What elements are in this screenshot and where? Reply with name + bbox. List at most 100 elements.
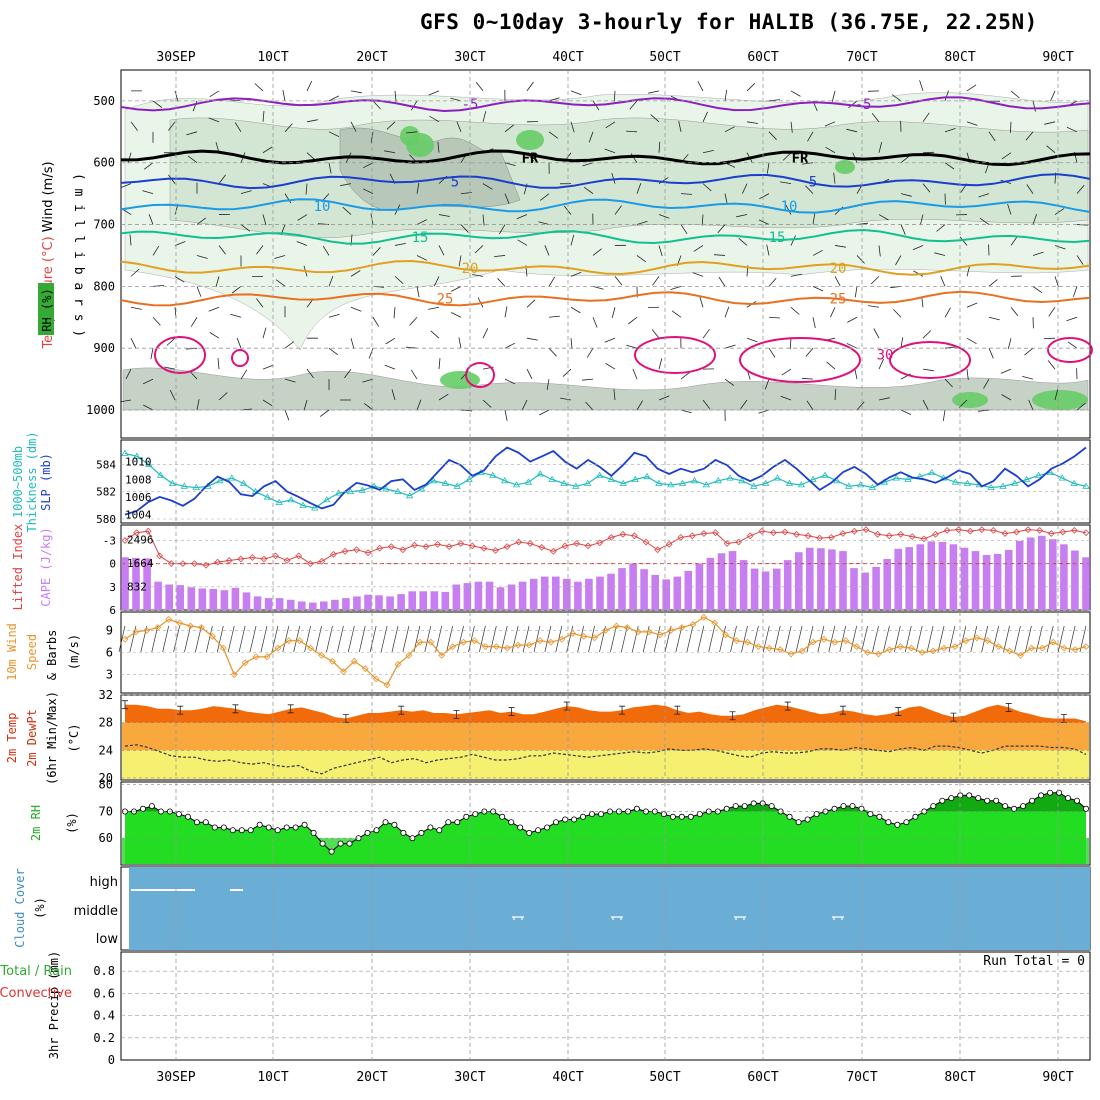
rh-point: [984, 797, 991, 804]
wind-barb: [152, 245, 160, 256]
cape-bar: [1060, 544, 1068, 610]
wind-barb: [736, 214, 748, 218]
rh-point: [373, 827, 380, 834]
wind-barb-10m: [151, 625, 159, 653]
ylabel-cape: CAPE (J/kg): [39, 527, 53, 606]
wind-barb: [658, 177, 669, 184]
wind-barb-10m: [533, 625, 541, 653]
wind-barb-10m: [1014, 625, 1021, 653]
wind-barb: [746, 337, 758, 343]
rh-point: [418, 829, 425, 836]
wind-barb: [372, 100, 381, 110]
wind-barb: [922, 399, 929, 410]
wind-barb: [274, 255, 286, 259]
cape-bar: [408, 591, 416, 610]
wind-barb-10m: [741, 625, 748, 653]
wind-barb: [628, 316, 638, 325]
wind-barb: [120, 183, 132, 188]
wind-barb: [504, 124, 514, 133]
wind-barb: [1054, 245, 1066, 250]
rh-point: [786, 813, 793, 820]
thickness-point: [417, 485, 426, 492]
wind10m-point: [514, 641, 522, 649]
wind-barb: [1054, 276, 1059, 287]
wind-barb: [724, 193, 728, 205]
rh-point: [1038, 792, 1045, 799]
wind-barb-10m: [1025, 625, 1032, 653]
thickness-point: [346, 487, 355, 495]
wind-barb: [759, 193, 770, 200]
wind-barb: [474, 245, 484, 254]
wind-barb: [871, 113, 880, 123]
temp-ylabel-group: 2m Temp: [5, 713, 19, 764]
wind10m-point: [569, 630, 577, 637]
ylabel-cloud: Cloud Cover: [13, 868, 27, 947]
rh-point: [472, 811, 479, 818]
wind-barb: [130, 338, 137, 349]
wind-barb: [805, 185, 814, 194]
wind-barb: [306, 80, 313, 92]
thickness-point: [382, 485, 390, 492]
isotherm-label: 30: [877, 347, 894, 363]
cape-bar: [253, 596, 262, 610]
li-point: [318, 557, 326, 565]
wind-barb: [944, 307, 951, 318]
rh-point: [1083, 805, 1090, 812]
cape-bar: [286, 599, 295, 610]
thickness-point: [429, 477, 438, 484]
thickness-point: [809, 475, 817, 482]
cape-bar: [585, 578, 593, 610]
cape-bar: [1038, 535, 1046, 610]
li-point: [330, 551, 337, 558]
li-point: [827, 534, 835, 541]
rh-point: [175, 811, 182, 818]
isotherm-label: 25: [830, 292, 847, 308]
wind-barb: [231, 286, 242, 294]
wind-barb: [966, 302, 978, 308]
wind10m-point: [536, 637, 544, 645]
y-tick-label-pressure: 900: [93, 341, 115, 355]
wind10m-point: [285, 637, 293, 645]
wind-barb-10m: [391, 625, 399, 653]
cape-bar: [474, 581, 483, 610]
wind-barb: [919, 80, 924, 92]
cape-bar: [529, 578, 538, 610]
cape-bar: [496, 587, 505, 610]
li-point: [457, 540, 465, 547]
wind-barb-10m: [380, 625, 388, 653]
wind-barb: [498, 224, 506, 235]
wind10m-point: [154, 624, 162, 631]
wind10m-point: [744, 638, 751, 646]
wind-barb: [1046, 145, 1056, 154]
rh2m-units-group: (%): [65, 812, 79, 834]
wind10m-point: [918, 649, 926, 656]
thickness-point: [299, 501, 307, 508]
cape-bar: [817, 548, 825, 610]
wind-barb: [834, 245, 846, 248]
wind-barb: [130, 268, 140, 277]
wind10m-point: [405, 652, 413, 659]
wind10m-point: [853, 643, 861, 650]
cape-bar: [574, 581, 582, 610]
thickness-point: [892, 474, 900, 481]
wind10m-point: [416, 638, 424, 646]
wind-barb-10m: [719, 625, 726, 653]
wind10m-point: [492, 643, 500, 650]
wind-barb-10m: [238, 625, 246, 653]
y-tick-label-rh: 70: [99, 804, 113, 818]
slp-ylabel-group: SLP (mb): [39, 453, 53, 511]
wind-barb-10m: [686, 625, 694, 653]
cape-bar: [850, 568, 858, 610]
rh-point: [463, 813, 470, 820]
rh-point: [795, 819, 802, 826]
wind-barb: [671, 310, 682, 318]
wind10m-point: [733, 637, 740, 645]
wind-barb: [636, 255, 647, 263]
wind-barb: [833, 172, 836, 184]
rh-point: [400, 829, 407, 836]
wind-barb: [472, 274, 484, 277]
wind-barb: [780, 395, 792, 401]
isotherm-label: 15: [769, 230, 786, 246]
rh-point: [148, 803, 155, 810]
wind-barb: [692, 272, 704, 277]
